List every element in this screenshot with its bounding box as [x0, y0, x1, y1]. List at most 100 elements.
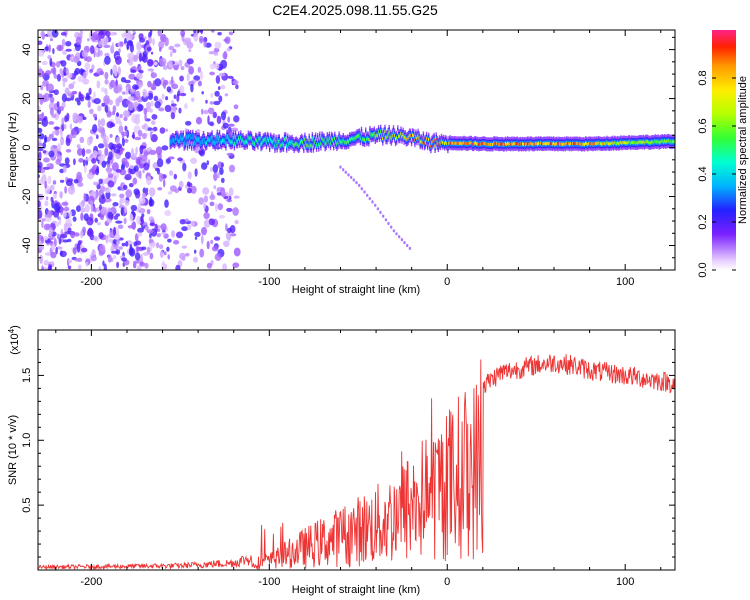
- ridge-cell: [357, 134, 359, 138]
- noise-speckle: [223, 50, 228, 60]
- colorbar-tick-label: 0.4: [697, 166, 709, 181]
- ridge-cell: [611, 141, 614, 145]
- noise-speckle: [217, 86, 221, 91]
- noise-speckle: [138, 33, 144, 40]
- noise-speckle: [198, 149, 205, 155]
- ridge-cell: [441, 141, 444, 145]
- noise-speckle: [92, 113, 98, 118]
- noise-speckle: [132, 30, 136, 34]
- noise-speckle: [164, 37, 169, 47]
- ridge-cell: [463, 141, 465, 145]
- noise-speckle: [112, 105, 117, 113]
- noise-speckle: [168, 45, 175, 51]
- ridge-cell: [641, 140, 643, 144]
- noise-speckle: [155, 167, 159, 172]
- ridge-cell: [638, 140, 640, 144]
- noise-speckle: [235, 84, 239, 90]
- noise-speckle: [165, 128, 169, 132]
- noise-speckle: [127, 56, 134, 66]
- noise-speckle: [46, 163, 54, 168]
- snr-ytick-label: 1.0: [21, 433, 33, 448]
- ridge-cell: [540, 141, 542, 145]
- ridge-cell: [317, 138, 319, 142]
- branch-speckle: [403, 241, 406, 245]
- noise-speckle: [74, 232, 80, 237]
- noise-speckle: [191, 97, 195, 102]
- ridge-cell: [649, 141, 651, 145]
- ridge-cell: [404, 135, 406, 139]
- ridge-cell: [291, 140, 293, 144]
- noise-speckle: [206, 160, 209, 166]
- ridge-cell: [359, 136, 362, 140]
- ridge-cell: [541, 142, 543, 146]
- noise-speckle: [164, 199, 169, 208]
- noise-speckle: [54, 112, 60, 120]
- branch-speckle: [387, 221, 390, 226]
- ridge-cell: [617, 141, 619, 145]
- noise-speckle: [86, 217, 94, 226]
- ridge-cell: [397, 130, 399, 134]
- noise-speckle: [96, 134, 99, 140]
- noise-speckle: [38, 117, 43, 122]
- noise-speckle: [213, 47, 220, 53]
- ridge-cell: [261, 141, 263, 145]
- noise-speckle: [61, 201, 69, 206]
- ridge-cell: [523, 142, 525, 146]
- ridge-cell: [399, 134, 401, 138]
- noise-speckle: [136, 265, 142, 270]
- ridge-cell: [636, 141, 638, 145]
- ridge-cell: [330, 137, 333, 141]
- ridge-cell: [362, 137, 365, 141]
- ridge-cell: [415, 135, 417, 138]
- noise-speckle: [51, 137, 58, 142]
- noise-speckle: [63, 66, 67, 76]
- ridge-cell: [212, 140, 214, 144]
- noise-speckle: [96, 80, 101, 89]
- noise-speckle: [163, 251, 167, 256]
- noise-speckle: [80, 212, 84, 221]
- noise-speckle: [53, 89, 59, 96]
- ridge-cell: [188, 140, 191, 144]
- noise-speckle: [104, 71, 109, 80]
- snr-ytick-label: 0.5: [21, 497, 33, 512]
- noise-speckle: [186, 73, 190, 82]
- noise-speckle: [59, 179, 65, 183]
- ridge-cell: [177, 138, 179, 142]
- noise-speckle: [149, 222, 155, 227]
- ridge-cell: [619, 141, 621, 145]
- noise-speckle: [224, 36, 231, 44]
- noise-speckle: [194, 231, 201, 237]
- noise-speckle: [117, 83, 123, 93]
- ridge-cell: [564, 142, 567, 146]
- noise-speckle: [144, 225, 149, 231]
- noise-speckle: [101, 160, 107, 168]
- noise-speckle: [177, 90, 181, 97]
- ridge-cell: [666, 139, 668, 143]
- ridge-cell: [614, 141, 617, 145]
- noise-speckle: [212, 111, 217, 119]
- noise-speckle: [123, 110, 131, 118]
- branch-speckle: [408, 246, 412, 250]
- noise-speckle: [134, 252, 141, 261]
- noise-speckle: [73, 158, 76, 166]
- noise-speckle: [50, 251, 57, 259]
- ridge-cell: [561, 142, 563, 146]
- noise-speckle: [93, 46, 99, 52]
- noise-speckle: [155, 146, 163, 156]
- ridge-cell: [569, 142, 571, 146]
- noise-speckle: [48, 44, 51, 53]
- ridge-cell: [187, 135, 190, 139]
- ridge-cell: [456, 142, 459, 145]
- colorbar-gradient: [712, 30, 736, 270]
- noise-speckle: [159, 250, 164, 258]
- ridge-cell: [334, 137, 336, 141]
- noise-speckle: [199, 248, 205, 258]
- noise-speckle: [211, 246, 219, 252]
- noise-speckle: [193, 75, 201, 81]
- noise-speckle: [92, 123, 98, 133]
- ridge-cell: [377, 130, 380, 134]
- ridge-cell: [307, 144, 309, 148]
- noise-speckle: [151, 114, 158, 120]
